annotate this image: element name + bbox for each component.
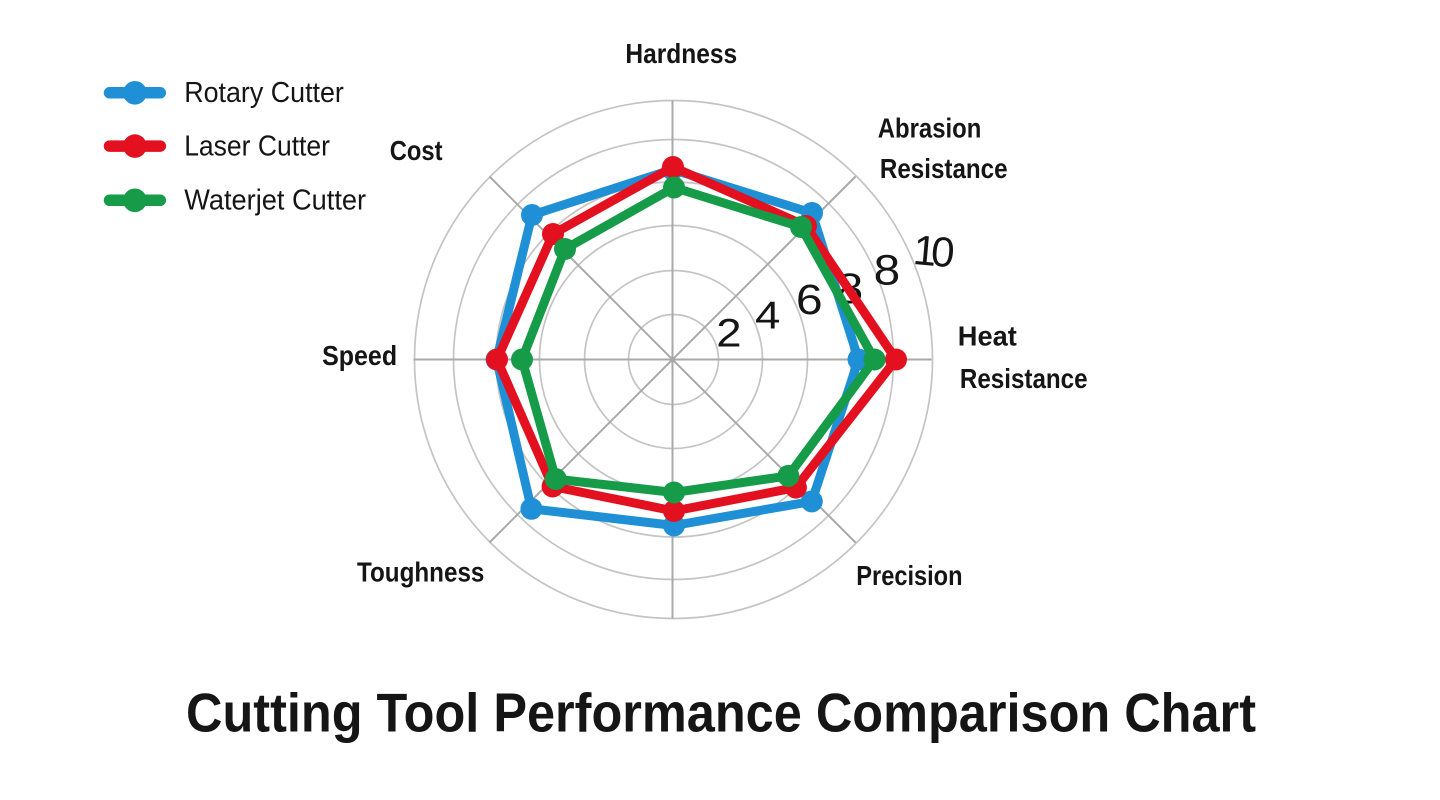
svg-text:2: 2 xyxy=(716,311,741,356)
svg-text:Hardness: Hardness xyxy=(625,38,737,69)
svg-text:Cutting Tool Performance Compa: Cutting Tool Performance Comparison Char… xyxy=(186,682,1256,744)
svg-text:4: 4 xyxy=(755,294,780,337)
svg-text:Precision: Precision xyxy=(856,560,962,591)
svg-text:Waterjet Cutter: Waterjet Cutter xyxy=(184,185,366,217)
svg-text:Cost: Cost xyxy=(390,135,443,166)
svg-text:Toughness: Toughness xyxy=(357,557,484,588)
svg-text:Resistance: Resistance xyxy=(960,363,1088,394)
svg-text:Resistance: Resistance xyxy=(880,153,1008,184)
svg-text:Speed: Speed xyxy=(322,340,397,371)
svg-text:1: 1 xyxy=(911,226,938,275)
svg-text:Laser Cutter: Laser Cutter xyxy=(184,131,330,163)
svg-text:Heat: Heat xyxy=(958,320,1017,351)
svg-text:Rotary Cutter: Rotary Cutter xyxy=(184,77,344,109)
svg-text:6: 6 xyxy=(796,275,823,323)
svg-text:0: 0 xyxy=(929,228,956,277)
svg-text:8: 8 xyxy=(874,245,901,293)
svg-text:Abrasion: Abrasion xyxy=(878,113,982,144)
